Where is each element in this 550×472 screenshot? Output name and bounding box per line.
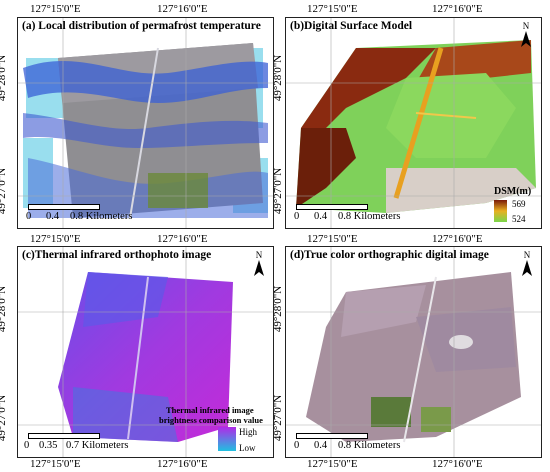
dsm-legend-gradient: [494, 200, 507, 222]
panel-c-scale-end: 0.7 Kilometers: [66, 440, 129, 451]
dsm-legend-title: DSM(m): [494, 186, 532, 197]
thermal-legend-title-2: brightness comparison value: [159, 415, 263, 425]
thermal-legend-high: High: [239, 427, 257, 437]
panel-b-scale-mid: 0.4: [314, 211, 328, 222]
dsm-legend-min: 524: [512, 214, 526, 224]
thermal-legend-title-1: Thermal infrared image: [166, 405, 254, 415]
north-arrow-icon-c: N: [252, 251, 266, 277]
lat-label-c2: 49°27'0"N: [0, 394, 9, 442]
panel-d-truecolor: (d)True color orthographic digital image…: [285, 246, 542, 458]
panel-d-scale-end: 0.8 Kilometers: [338, 440, 401, 451]
panel-b-scalebar: [296, 204, 368, 210]
truecolor-map-image: [286, 247, 541, 457]
panel-a-permafrost: (a) Local distribution of permafrost tem…: [17, 17, 274, 229]
panel-b-scale-zero: 0: [294, 211, 300, 222]
panel-c-scale-zero: 0: [24, 440, 30, 451]
panel-a-scale-mid: 0.4: [46, 211, 60, 222]
panel-c-title: (c)Thermal infrared orthophoto image: [22, 249, 212, 261]
thermal-map-image: [18, 247, 273, 457]
north-arrow-icon: N: [519, 22, 533, 48]
panel-d-scale-zero: 0: [294, 440, 300, 451]
lon-label-top-b2: 127°16'0"E: [432, 3, 483, 15]
thermal-legend-gradient: [218, 427, 236, 451]
lat-label-c1: 49°28'0"N: [0, 285, 9, 333]
panel-b-scale-end: 0.8 Kilometers: [338, 211, 401, 222]
lon-label-top-b1: 127°15'0"E: [307, 3, 358, 15]
panel-c-thermal: (c)Thermal infrared orthophoto image N T…: [17, 246, 274, 458]
lon-label-top-a1: 127°15'0"E: [30, 3, 81, 15]
permafrost-map-image: [18, 18, 273, 228]
north-arrow-icon-d: N: [520, 251, 534, 277]
panel-d-scalebar: [296, 433, 368, 439]
lon-label-bottom-d1: 127°15'0"E: [307, 458, 358, 470]
panel-a-scalebar: [28, 204, 100, 210]
panel-c-scale-mid: 0.35: [39, 440, 58, 451]
panel-a-scale-zero: 0: [26, 211, 32, 222]
panel-d-title: (d)True color orthographic digital image: [290, 249, 489, 261]
dsm-map-image: [286, 18, 541, 228]
dsm-legend-max: 569: [512, 199, 526, 209]
lon-label-mid-d2: 127°16'0"E: [432, 233, 483, 245]
lon-label-mid-c1: 127°15'0"E: [30, 233, 81, 245]
panel-b-dsm: (b)Digital Surface Model N DSM(m) 569 52…: [285, 17, 542, 229]
lon-label-bottom-c2: 127°16'0"E: [157, 458, 208, 470]
panel-a-scale-end: 0.8 Kilometers: [70, 211, 133, 222]
lon-label-bottom-c1: 127°15'0"E: [30, 458, 81, 470]
lon-label-mid-d1: 127°15'0"E: [307, 233, 358, 245]
lat-label-a1: 49°28'0"N: [0, 54, 9, 102]
thermal-legend-low: Low: [239, 443, 256, 453]
lon-label-top-a2: 127°16'0"E: [157, 3, 208, 15]
panel-d-scale-mid: 0.4: [314, 440, 328, 451]
lon-label-bottom-d2: 127°16'0"E: [432, 458, 483, 470]
lon-label-mid-c2: 127°16'0"E: [157, 233, 208, 245]
panel-b-title: (b)Digital Surface Model: [290, 20, 413, 32]
lat-label-a2: 49°27'0"N: [0, 167, 9, 215]
panel-a-title: (a) Local distribution of permafrost tem…: [22, 20, 261, 32]
panel-c-scalebar: [28, 433, 100, 439]
